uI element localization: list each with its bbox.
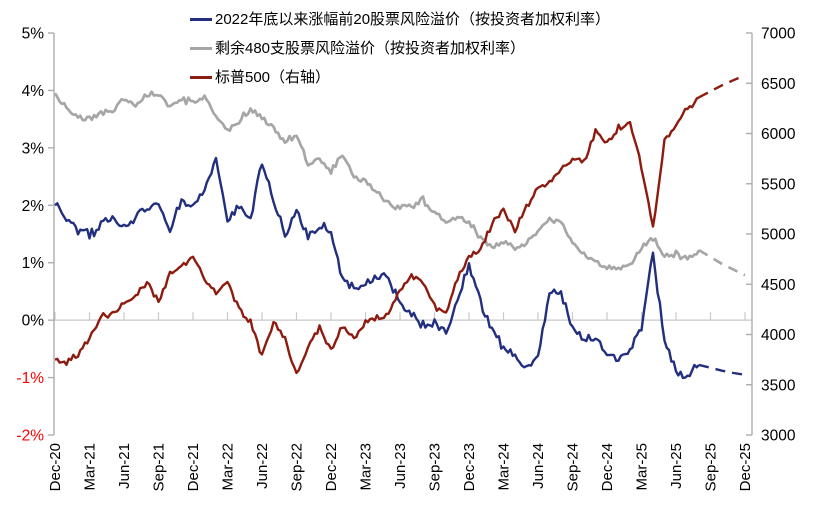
series-line-2-forecast-dashed [698,74,746,99]
y-right-tick-label: 7000 [761,26,796,43]
y-left-tick-label: 1% [22,255,45,272]
x-axis-tick-label: Sep-24 [565,443,582,491]
x-axis-tick-label: Dec-20 [47,443,64,491]
x-axis-tick-label: Mar-21 [82,443,99,491]
series-line-0-solid [54,156,700,380]
x-axis-tick-label: Jun-22 [254,443,271,489]
x-axis-tick-label: Mar-22 [220,443,237,491]
x-axis-tick-label: Jun-24 [530,443,547,489]
series-line-0-forecast-dashed [698,363,746,376]
x-axis-tick-label: Jun-25 [668,443,685,489]
x-axis-tick-label: Dec-22 [323,443,340,491]
y-right-tick-label: 6000 [761,126,796,143]
y-right-tick-label: 4500 [761,277,796,294]
legend-label-remaining480: 剩余480支股票风险溢价（按投资者加权利率） [215,40,526,57]
y-left-tick-label: 2% [22,198,45,215]
y-left-tick-label: 4% [22,83,45,100]
y-right-tick-label: 3000 [761,428,796,445]
series-line-2-solid [54,96,700,375]
legend-line-swatch-remaining480 [190,47,212,50]
legend-line-swatch-sp500 [190,76,212,79]
x-axis-tick-label: Mar-24 [496,443,513,491]
x-axis-tick-label: Dec-23 [461,443,478,491]
y-right-tick-label: 4000 [761,327,796,344]
x-axis-tick-label: Sep-22 [289,443,306,491]
legend-label-top20: 2022年底以来涨幅前20股票风险溢价（按投资者加权利率） [215,11,611,28]
legend-line-swatch-top20 [190,18,212,21]
y-left-tick-label: 5% [22,26,45,43]
x-axis-tick-label: Sep-25 [703,443,720,491]
y-right-tick-label: 5500 [761,176,796,193]
legend-item-sp500: 标普500（右轴） [190,67,610,88]
x-axis-tick-label: Jun-21 [116,443,133,489]
legend-label-sp500: 标普500（右轴） [215,69,331,86]
series-line-1-solid [53,90,701,271]
x-axis-tick-label: Mar-23 [358,443,375,491]
y-right-tick-label: 6500 [761,76,796,93]
y-left-tick-label: -1% [16,370,44,387]
series-line-1-forecast-dashed [698,248,746,277]
x-axis-tick-label: Jun-23 [392,443,409,489]
x-axis-tick-label: Mar-25 [634,443,651,491]
x-axis-tick-label: Dec-21 [185,443,202,491]
x-axis-tick-label: Dec-25 [737,443,754,491]
y-left-tick-label: -2% [16,428,44,445]
x-axis-tick-label: Sep-23 [427,443,444,491]
x-axis-tick-label: Dec-24 [599,443,616,491]
legend-item-remaining480-premium: 剩余480支股票风险溢价（按投资者加权利率） [190,38,610,59]
legend-item-top20-premium: 2022年底以来涨幅前20股票风险溢价（按投资者加权利率） [190,9,610,30]
y-right-tick-label: 5000 [761,227,796,244]
y-left-tick-label: 3% [22,140,45,157]
x-axis-tick-label: Sep-21 [151,443,168,491]
chart-legend: 2022年底以来涨幅前20股票风险溢价（按投资者加权利率） 剩余480支股票风险… [190,9,610,88]
y-left-tick-label: 0% [22,313,45,330]
y-right-tick-label: 3500 [761,377,796,394]
